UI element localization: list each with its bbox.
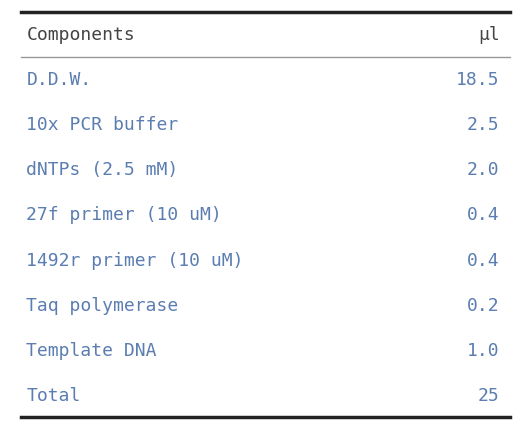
Text: Template DNA: Template DNA xyxy=(26,341,157,359)
Text: 25: 25 xyxy=(478,386,500,404)
Text: Components: Components xyxy=(26,26,135,44)
Text: 18.5: 18.5 xyxy=(456,71,500,89)
Text: 27f primer (10 uM): 27f primer (10 uM) xyxy=(26,206,222,224)
Text: 1.0: 1.0 xyxy=(467,341,500,359)
Text: μl: μl xyxy=(478,26,500,44)
Text: dNTPs (2.5 mM): dNTPs (2.5 mM) xyxy=(26,161,178,179)
Text: Total: Total xyxy=(26,386,80,404)
Text: 0.4: 0.4 xyxy=(467,251,500,269)
Text: 0.4: 0.4 xyxy=(467,206,500,224)
Text: 10x PCR buffer: 10x PCR buffer xyxy=(26,116,178,134)
Text: Taq polymerase: Taq polymerase xyxy=(26,296,178,314)
Text: 0.2: 0.2 xyxy=(467,296,500,314)
Text: 2.5: 2.5 xyxy=(467,116,500,134)
Text: D.D.W.: D.D.W. xyxy=(26,71,92,89)
Text: 2.0: 2.0 xyxy=(467,161,500,179)
Text: 1492r primer (10 uM): 1492r primer (10 uM) xyxy=(26,251,244,269)
